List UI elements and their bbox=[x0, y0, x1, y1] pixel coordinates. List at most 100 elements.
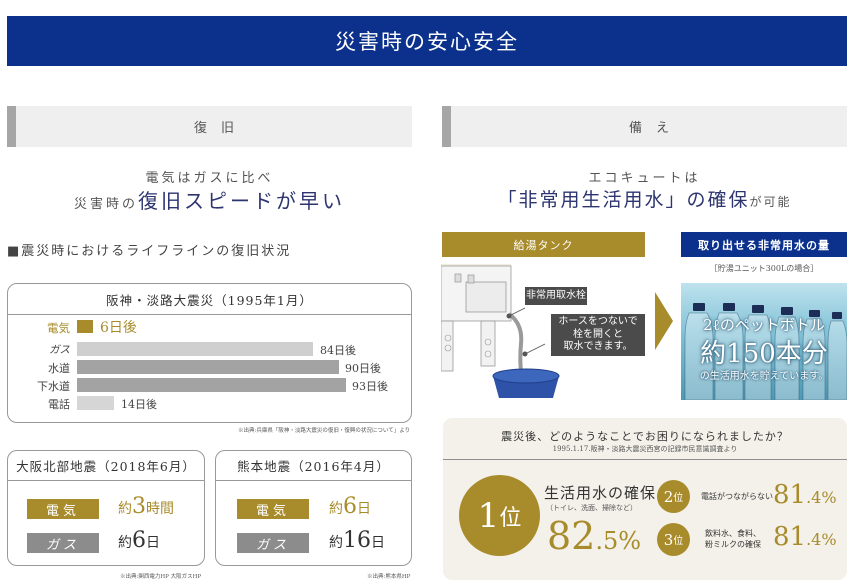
hose-instruction-callout: ホースをつないで 栓を開くと 取水できます。 bbox=[551, 314, 645, 356]
bar-water bbox=[77, 360, 339, 374]
rank2-percentage: 81.4% bbox=[773, 480, 837, 510]
tag-label: 電気 bbox=[255, 503, 290, 519]
lifeline-subheading: ■震災時におけるライフラインの復旧状況 bbox=[7, 244, 292, 259]
storage-unit-note: ［貯湯ユニット300Lの場合］ bbox=[709, 264, 819, 273]
survey-source: 1995.1.17.阪神・淡路大震災西宮の記録市民意識調査より bbox=[552, 445, 738, 453]
rank3-title: 飲料水、食料、 粉ミルクの確保 bbox=[705, 528, 761, 550]
chart-row-gas: ガス 84日後 bbox=[8, 342, 411, 357]
percent-dec: .5% bbox=[595, 527, 642, 555]
value-unit: 日 bbox=[146, 535, 160, 551]
value-prefix: 約 bbox=[118, 535, 132, 551]
kumamoto-gas-value: 約16日 bbox=[329, 528, 385, 553]
rank-unit: 位 bbox=[499, 505, 522, 531]
percent-dec: .4% bbox=[806, 488, 837, 507]
electric-tag: 電気 bbox=[27, 499, 99, 519]
rank-unit: 位 bbox=[673, 536, 684, 547]
value-prefix: 約 bbox=[329, 501, 343, 517]
bar-value: 93日後 bbox=[352, 380, 388, 393]
value-number: 6 bbox=[132, 528, 146, 553]
label-text: 給湯タンク bbox=[513, 238, 574, 252]
chart-row-sewer: 下水道 93日後 bbox=[8, 378, 411, 393]
bar-electric bbox=[77, 320, 93, 333]
survey-box: 震災後、どのようなことでお困りになられましたか？ 1995.1.17.阪神・淡路… bbox=[443, 418, 847, 580]
kumamoto-title: 熊本地震（2016年4月） bbox=[216, 451, 411, 481]
bar-sewer bbox=[77, 378, 346, 392]
bar-label: 水道 bbox=[48, 362, 70, 375]
hot-water-tank-label: 給湯タンク bbox=[442, 232, 645, 257]
kumamoto-electric-value: 約6日 bbox=[329, 494, 371, 519]
emergency-valve-callout: 非常用取水栓 bbox=[525, 287, 587, 305]
bottle-count-line1: 2ℓのペットボトル bbox=[703, 316, 825, 334]
section-title: 復旧 bbox=[193, 121, 248, 136]
value-unit: 日 bbox=[371, 535, 385, 551]
bar-gas bbox=[77, 342, 313, 356]
chart-title: 阪神・淡路大震災（1995年1月） bbox=[8, 284, 411, 315]
rank1-title: 生活用水の確保 bbox=[544, 484, 657, 502]
tank-illustration: 非常用取水栓 ホースをつないで 栓を開くと 取水できます。 bbox=[441, 264, 646, 398]
kumamoto-quake-box: 熊本地震（2016年4月） 電気 約6日 ガス 約16日 bbox=[215, 450, 412, 566]
value-prefix: 約 bbox=[118, 501, 132, 517]
bottle-count-line2: 約150本分 bbox=[700, 339, 828, 369]
rank1-note: （トイレ、洗面、掃除など） bbox=[546, 504, 637, 512]
chart-row-electric: 電気 6日後 bbox=[8, 319, 411, 336]
chart-row-water: 水道 90日後 bbox=[8, 360, 411, 375]
page-title-banner: 災害時の安心安全 bbox=[7, 16, 847, 66]
recovery-tagline-line2: 災害時の復旧スピードが早い bbox=[7, 185, 412, 214]
value-unit: 日 bbox=[357, 501, 371, 517]
bar-value: 14日後 bbox=[121, 398, 157, 411]
tag-label: ガス bbox=[45, 537, 80, 553]
percent-int: 82 bbox=[547, 514, 596, 558]
bar-label: ガス bbox=[49, 344, 70, 356]
rank2-title: 電話がつながらない bbox=[701, 492, 773, 501]
osaka-gas-value: 約6日 bbox=[118, 528, 160, 553]
bar-value: 90日後 bbox=[345, 362, 381, 375]
tagline-emphasis: 「非常用生活用水」の確保 bbox=[497, 189, 750, 211]
percent-int: 81 bbox=[773, 522, 807, 552]
label-text: 取り出せる非常用水の量 bbox=[698, 238, 830, 252]
tagline-emphasis: 復旧スピードが早い bbox=[138, 189, 345, 213]
bottle-count-line3: の生活用水を貯えています。 bbox=[699, 371, 829, 382]
value-number: 6 bbox=[343, 494, 357, 519]
gas-tag: ガス bbox=[237, 533, 309, 553]
emergency-water-amount-label: 取り出せる非常用水の量 bbox=[681, 232, 847, 257]
osaka-quake-box: 大阪北部地震（2018年6月） 電気 約3時間 ガス 約6日 bbox=[7, 450, 205, 566]
rank3-title-line: 飲料水、食料、 bbox=[705, 529, 761, 538]
tag-label: 電気 bbox=[45, 503, 80, 519]
callout-line: ホースをつないで bbox=[558, 316, 638, 327]
bar-phone bbox=[77, 396, 114, 410]
rank-unit: 位 bbox=[673, 493, 684, 504]
section-heading-recovery: 復旧 bbox=[7, 106, 412, 147]
bar-label: 下水道 bbox=[37, 380, 70, 393]
chart-row-phone: 電話 14日後 bbox=[8, 396, 411, 411]
kumamoto-source-note: ※出典:熊本県HP bbox=[367, 574, 411, 580]
percent-dec: .4% bbox=[806, 530, 837, 549]
prep-tagline-line1: エコキュートは bbox=[588, 171, 701, 186]
rank-number: 3 bbox=[663, 530, 674, 549]
prep-tagline-line2: 「非常用生活用水」の確保が可能 bbox=[442, 185, 847, 212]
bottles-icon bbox=[684, 303, 847, 400]
page-title: 災害時の安心安全 bbox=[335, 30, 519, 54]
survey-divider bbox=[443, 459, 847, 460]
bar-value: 6日後 bbox=[100, 320, 137, 336]
section-title: 備え bbox=[628, 121, 683, 136]
gas-tag: ガス bbox=[27, 533, 99, 553]
percent-int: 81 bbox=[773, 480, 807, 510]
rank1-percentage: 82.5% bbox=[547, 514, 641, 558]
rank3-title-line: 粉ミルクの確保 bbox=[705, 540, 761, 550]
callout-line: 取水できます。 bbox=[563, 341, 633, 352]
bar-label: 電話 bbox=[48, 398, 70, 411]
recovery-tagline-line1: 電気はガスに比べ bbox=[145, 171, 274, 186]
bar-label: 電気 bbox=[47, 321, 70, 335]
bar-value: 84日後 bbox=[320, 344, 356, 357]
value-number: 16 bbox=[343, 528, 371, 553]
value-prefix: 約 bbox=[329, 535, 343, 551]
rank-number: 2 bbox=[663, 487, 674, 506]
tagline-suffix: が可能 bbox=[749, 195, 792, 209]
electric-tag: 電気 bbox=[237, 499, 309, 519]
rank-number: 1 bbox=[477, 495, 500, 536]
arrow-right-icon bbox=[655, 292, 673, 350]
value-unit: 時間 bbox=[146, 501, 174, 517]
